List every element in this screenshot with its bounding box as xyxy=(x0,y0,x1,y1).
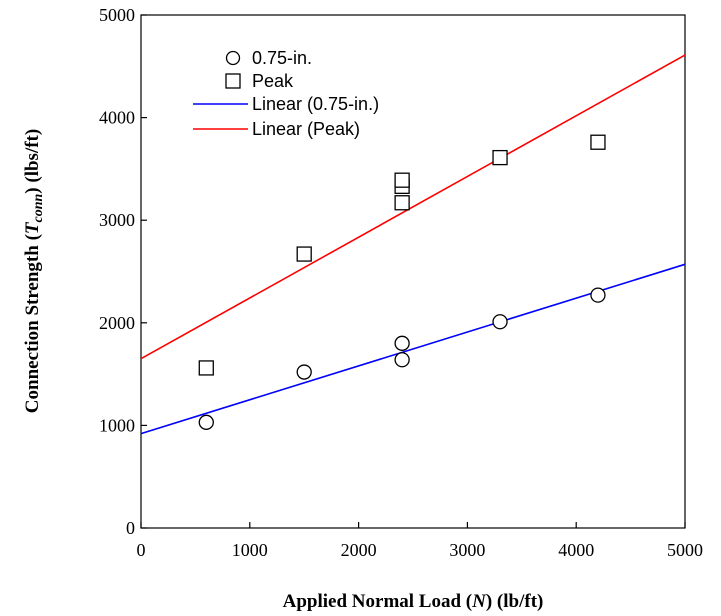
square-point xyxy=(394,172,410,188)
x-tick-label: 0 xyxy=(137,540,146,560)
circle-point xyxy=(394,335,410,351)
legend: 0.75-in. Peak Linear (0.75-in.) Linear (Pea… xyxy=(193,48,379,139)
x-axis: 0 1000 2000 3000 4000 5000 xyxy=(137,522,703,560)
square-point xyxy=(198,360,214,376)
trendline xyxy=(140,54,686,360)
trendline xyxy=(140,263,686,435)
y-axis: 0 1000 2000 3000 4000 5000 xyxy=(99,5,147,538)
x-axis-title: Applied Normal Load (N) (lb/ft) xyxy=(283,591,544,612)
legend-label: 0.75-in. xyxy=(252,48,312,68)
y-tick-label: 1000 xyxy=(99,415,135,435)
circle-point xyxy=(296,364,312,380)
x-tick-label: 4000 xyxy=(558,540,594,560)
x-tick-label: 3000 xyxy=(449,540,485,560)
legend-label: Linear (0.75-in.) xyxy=(252,94,379,114)
square-point xyxy=(590,134,606,150)
square-point xyxy=(492,149,508,166)
circle-point xyxy=(198,414,214,430)
trendlines xyxy=(140,54,686,435)
plot-area xyxy=(140,14,686,529)
square-point xyxy=(296,246,312,262)
y-tick-label: 5000 xyxy=(99,5,135,25)
legend-circle-icon xyxy=(225,50,241,66)
circle-point xyxy=(590,287,606,303)
y-axis-title: Connection Strength (Tconn) (lbs/ft) xyxy=(22,129,46,413)
legend-label: Peak xyxy=(252,71,294,91)
y-tick-label: 2000 xyxy=(99,313,135,333)
legend-label: Linear (Peak) xyxy=(252,119,360,139)
y-tick-label: 3000 xyxy=(99,210,135,230)
x-tick-label: 2000 xyxy=(341,540,377,560)
circle-point xyxy=(492,314,508,330)
x-tick-label: 1000 xyxy=(232,540,268,560)
data-points xyxy=(198,134,606,430)
square-point xyxy=(394,195,410,211)
legend-square-icon xyxy=(225,73,241,89)
y-tick-label: 4000 xyxy=(99,108,135,128)
x-tick-label: 5000 xyxy=(667,540,703,560)
circle-point xyxy=(394,352,410,368)
y-tick-label: 0 xyxy=(126,518,135,538)
